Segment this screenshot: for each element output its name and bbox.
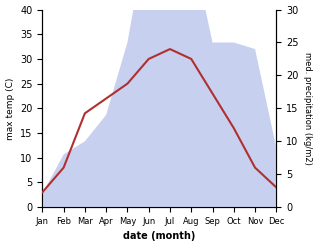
X-axis label: date (month): date (month): [123, 231, 196, 242]
Y-axis label: max temp (C): max temp (C): [5, 77, 15, 140]
Y-axis label: med. precipitation (kg/m2): med. precipitation (kg/m2): [303, 52, 313, 165]
